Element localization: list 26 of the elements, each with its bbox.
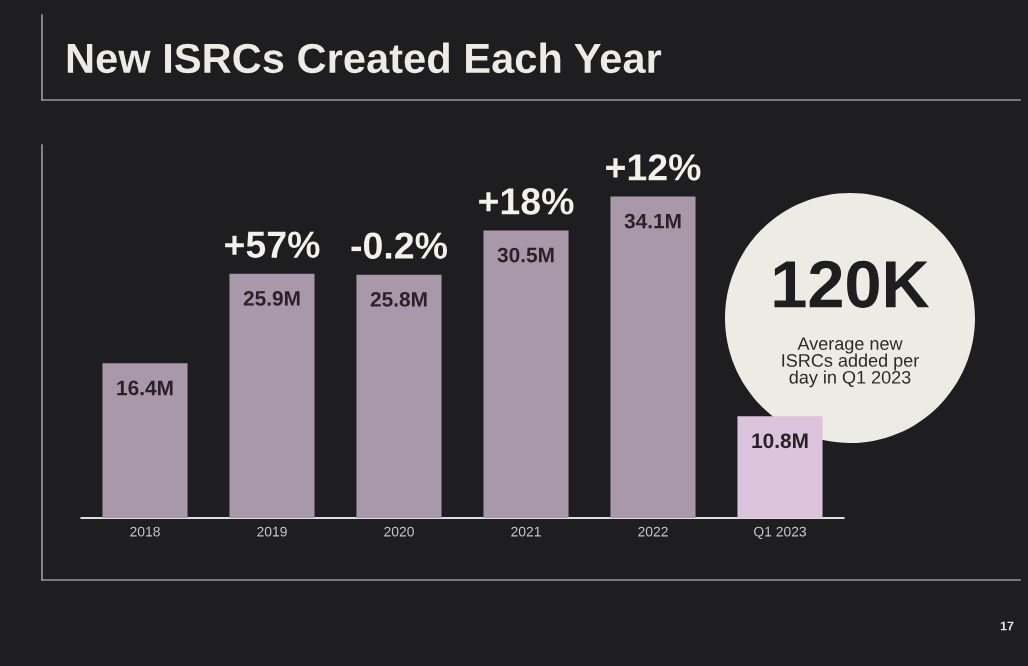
bar [356, 274, 442, 518]
x-tick-label: 2019 [257, 526, 287, 537]
x-tick-label: 2021 [511, 526, 541, 537]
data-label: 25.9M [243, 291, 300, 306]
chart-title: New ISRCs Created Each Year [67, 42, 662, 74]
data-label: 34.1M [624, 213, 681, 229]
x-tick-label: Q1 2023 [754, 526, 807, 540]
annotation: +18% [479, 188, 574, 215]
annotation: -0.2% [351, 232, 447, 259]
bar [737, 416, 823, 518]
data-label: 30.5M [497, 247, 554, 263]
bar [610, 196, 696, 518]
x-tick-label: 2020 [384, 526, 414, 537]
annotation: +57% [225, 231, 320, 259]
bar [483, 230, 569, 518]
x-tick-label: 2018 [130, 526, 160, 537]
data-label: 25.8M [370, 291, 427, 307]
bar [229, 273, 315, 518]
data-label: 10.8M [752, 433, 808, 449]
annotation: 120K [774, 260, 930, 308]
text: 17 [1000, 621, 1014, 631]
x-tick-label: 2022 [638, 526, 668, 537]
annotation: +12% [606, 154, 701, 181]
bar [102, 363, 188, 518]
annotation: Average new ISRCs added per day in Q1 2023 [782, 337, 919, 388]
data-label: 16.4M [117, 380, 173, 396]
